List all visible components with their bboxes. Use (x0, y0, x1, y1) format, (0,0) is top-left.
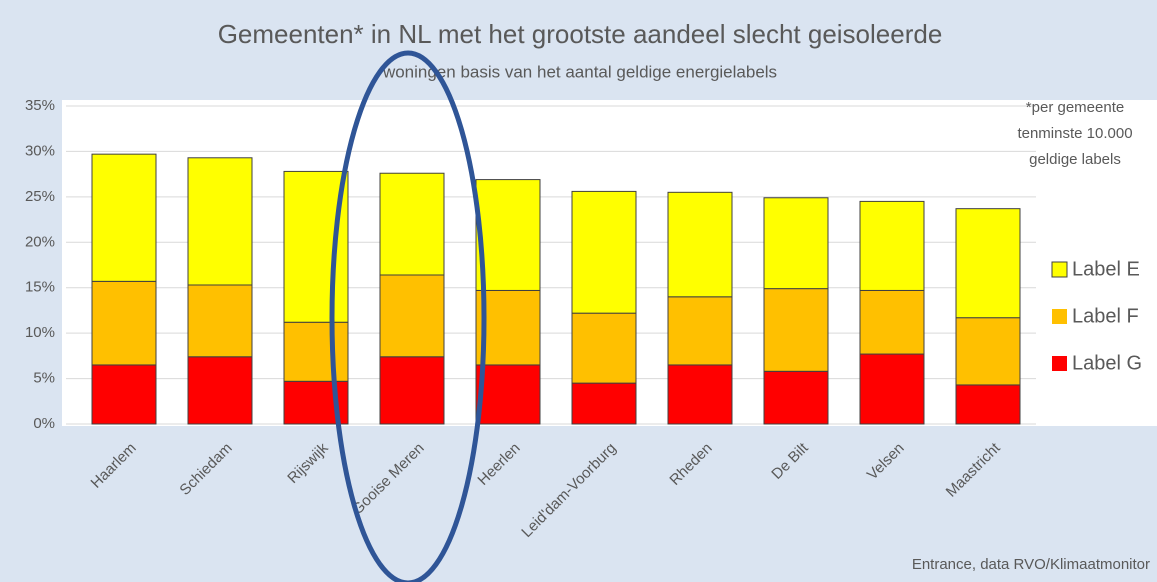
annotation-ellipse (329, 50, 487, 582)
note: tenminste 10.000 (1017, 125, 1132, 142)
bar-segment (763, 288, 829, 372)
bar-segment (379, 274, 445, 358)
note: *per gemeente (1026, 99, 1124, 116)
bar-segment (91, 280, 157, 366)
bar-segment (763, 197, 829, 290)
bar-segment (667, 191, 733, 298)
bar-segment (667, 364, 733, 425)
bar-segment (187, 157, 253, 286)
bar-segment (667, 296, 733, 366)
legend-label: Label E (1072, 258, 1140, 280)
bar-segment (955, 384, 1021, 425)
bar-segment (379, 356, 445, 425)
bar-segment (475, 364, 541, 425)
bar-segment (379, 172, 445, 276)
bar-segment (955, 317, 1021, 386)
bar-segment (571, 382, 637, 425)
bar-segment (859, 200, 925, 291)
bar-segment (955, 208, 1021, 319)
bar-segment (187, 356, 253, 425)
legend-swatch (1052, 356, 1067, 371)
legend-swatch (1052, 309, 1067, 324)
bar-segment (859, 353, 925, 425)
y-tick-label: 25% (25, 188, 55, 205)
legend-swatch (1051, 261, 1068, 278)
y-tick-label: 15% (25, 279, 55, 296)
chart-title: Gemeenten* in NL met het grootste aandee… (218, 19, 943, 49)
bar-segment (475, 179, 541, 291)
chart-subtitle: woningen basis van het aantal geldige en… (382, 62, 777, 81)
y-tick-label: 0% (33, 415, 55, 432)
legend-label: Label F (1072, 305, 1139, 327)
bar-segment (91, 364, 157, 425)
bar-segment (571, 312, 637, 384)
legend-label: Label G (1072, 352, 1142, 374)
source: Entrance, data RVO/Klimaatmonitor (912, 556, 1150, 573)
bar-segment (187, 284, 253, 358)
y-tick-label: 35% (25, 97, 55, 114)
bar-segment (283, 170, 349, 323)
note: geldige labels (1029, 151, 1121, 168)
bar-segment (571, 190, 637, 314)
bar-segment (763, 370, 829, 425)
y-tick-label: 10% (25, 324, 55, 341)
bar-segment (475, 289, 541, 366)
bar-segment (283, 321, 349, 382)
y-tick-label: 5% (33, 370, 55, 387)
bar-segment (859, 289, 925, 355)
y-tick-label: 20% (25, 233, 55, 250)
bar-segment (91, 153, 157, 282)
y-tick-label: 30% (25, 142, 55, 159)
